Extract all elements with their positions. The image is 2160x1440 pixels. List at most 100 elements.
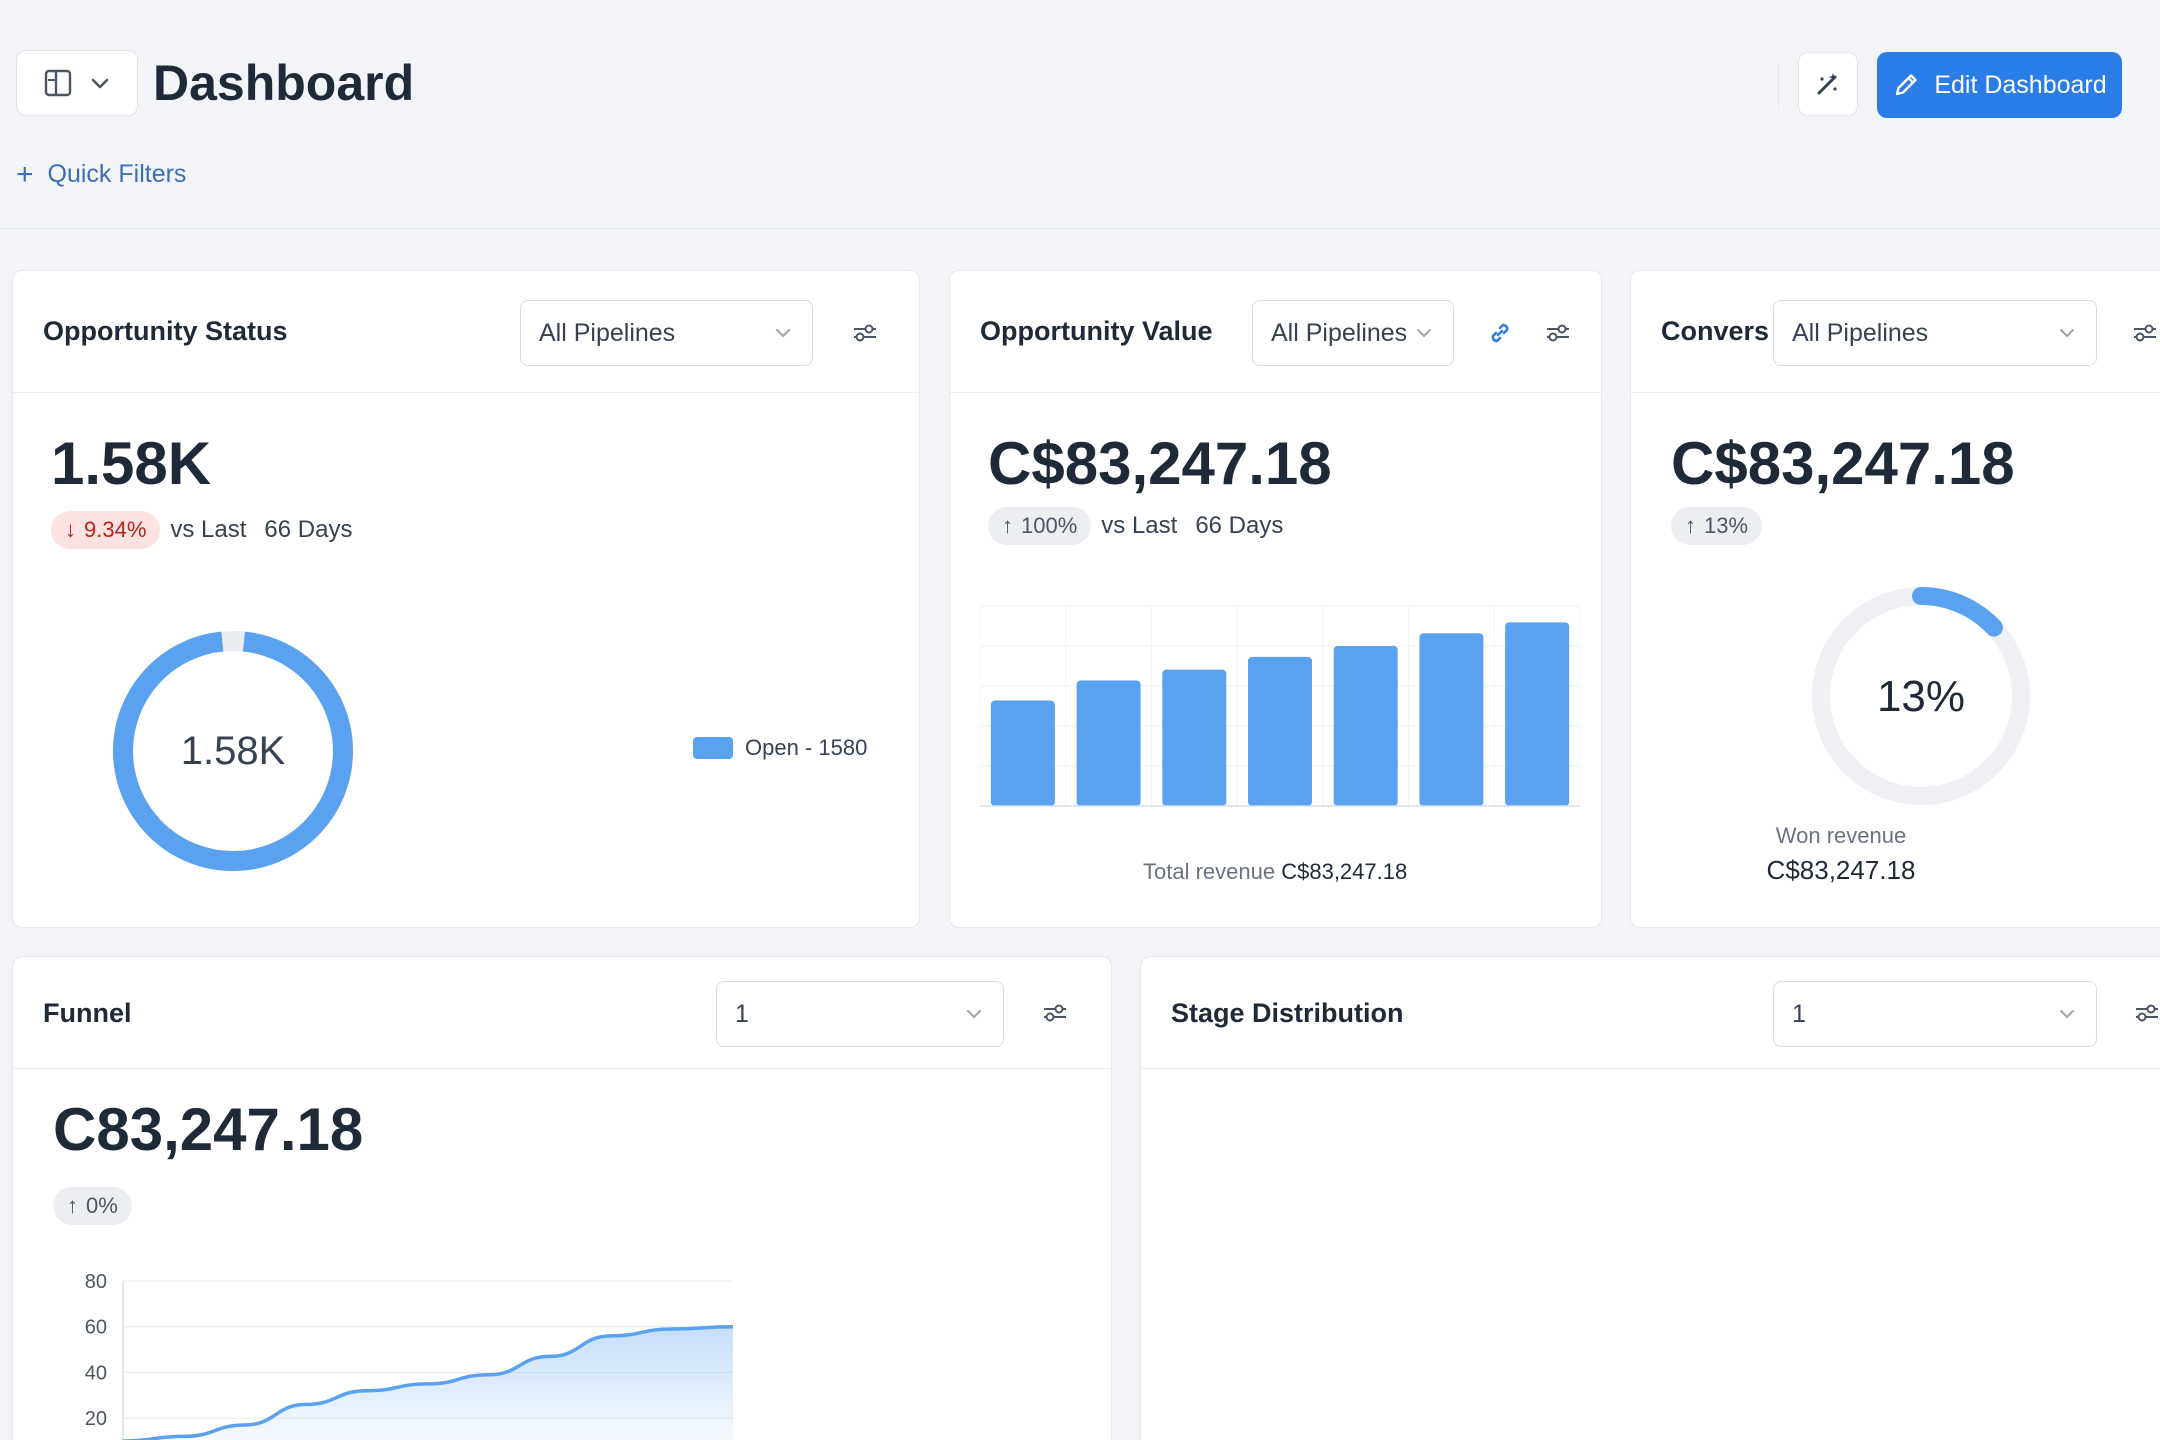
- donut-legend: Open - 1580: [693, 735, 867, 761]
- filter-settings-button[interactable]: [2127, 315, 2160, 351]
- trend-value: 0%: [86, 1193, 118, 1218]
- bar: [1162, 669, 1227, 806]
- trend-value: 13%: [1704, 513, 1749, 538]
- funnel-value-amount: C83,247.18: [53, 1096, 364, 1163]
- bar: [1333, 646, 1398, 806]
- pipeline-select-value: All Pipelines: [1792, 318, 1929, 347]
- header-divider: [1778, 64, 1779, 108]
- series-line: [122, 1324, 734, 1440]
- bar: [1419, 633, 1484, 806]
- conversion-gauge: 13%: [1812, 587, 2030, 805]
- opportunity-status-card: Opportunity Status All Pipelines 1.58K ↓…: [12, 270, 920, 928]
- trend-row: ↑ 13%: [1671, 507, 1763, 545]
- card-header: Opportunity Status All Pipelines: [13, 271, 919, 393]
- chevron-down-icon: [776, 329, 790, 338]
- filter-settings-button[interactable]: [847, 315, 883, 351]
- trend-row: ↑ 100% vs Last 66 Days: [988, 507, 1283, 545]
- card-title: Stage Distribution: [1171, 998, 1404, 1028]
- filter-settings-button[interactable]: [1540, 315, 1576, 351]
- vs-label: vs Last: [170, 516, 247, 543]
- quick-filters-label: Quick Filters: [47, 160, 187, 188]
- layout-toggle-button[interactable]: [16, 50, 138, 116]
- arrow-down-icon: ↓: [65, 517, 76, 542]
- magic-wand-button[interactable]: [1798, 52, 1858, 116]
- area-fill: [143, 1326, 733, 1440]
- opportunity-value-amount: C$83,247.18: [988, 430, 1332, 497]
- chevron-down-icon: [2060, 1010, 2074, 1019]
- funnel-area-chart: 80 60 40 20: [85, 1273, 734, 1440]
- trend-badge: ↑ 100%: [988, 507, 1092, 545]
- trend-value: 9.34%: [84, 517, 147, 542]
- sliders-icon: [1044, 1004, 1066, 1022]
- chevron-down-icon: [91, 78, 109, 89]
- stage-select[interactable]: 1: [1773, 981, 2097, 1047]
- card-header: Stage Distribution 1: [1141, 957, 2160, 1069]
- link-icon: [1491, 323, 1509, 343]
- card-header: Opportunity Value All Pipelines: [950, 271, 1601, 393]
- arrow-up-icon: ↑: [1685, 513, 1696, 538]
- trend-badge: ↓ 9.34%: [51, 511, 161, 549]
- chevron-down-icon: [967, 1010, 981, 1019]
- card-title: Funnel: [43, 998, 132, 1028]
- link-button[interactable]: [1482, 315, 1518, 351]
- gauge-center-label: 13%: [1877, 672, 1965, 721]
- funnel-card: Funnel 1 C83,247.18 ↑ 0% 80 60 40 20: [12, 956, 1112, 1440]
- filter-settings-button[interactable]: [1037, 995, 1073, 1031]
- dashboard-header: Dashboard Edit Dashboard + Quick Filters: [0, 0, 2160, 230]
- total-revenue-caption: Total revenue C$83,247.18: [1143, 859, 1407, 885]
- funnel-select[interactable]: 1: [716, 981, 1004, 1047]
- opportunity-count-value: 1.58K: [51, 430, 212, 497]
- pencil-icon: [1896, 74, 1918, 96]
- stage-distribution-card: Stage Distribution 1: [1140, 956, 2160, 1440]
- funnel-select-value: 1: [735, 999, 749, 1028]
- y-tick-label: 40: [85, 1362, 107, 1384]
- pipeline-select[interactable]: All Pipelines: [1773, 300, 2097, 366]
- chevron-down-icon: [2060, 329, 2074, 338]
- card-header: Funnel 1: [13, 957, 1111, 1069]
- donut-center-label: 1.58K: [181, 729, 286, 773]
- bar: [1248, 656, 1312, 806]
- quick-filters-link[interactable]: + Quick Filters: [16, 157, 187, 191]
- total-revenue-value: C$83,247.18: [1281, 859, 1408, 884]
- card-header: Convers All Pipelines: [1631, 271, 2160, 393]
- won-value-amount: C$83,247.18: [1671, 430, 2015, 497]
- pipeline-select-value: All Pipelines: [1271, 318, 1408, 347]
- edit-dashboard-button[interactable]: Edit Dashboard: [1877, 52, 2122, 118]
- opportunity-value-card: Opportunity Value All Pipelines C$83,247…: [949, 270, 1602, 928]
- won-revenue-value: C$83,247.18: [1766, 855, 1916, 885]
- page-title: Dashboard: [153, 55, 415, 111]
- vs-label: vs Last: [1101, 512, 1178, 539]
- sidebar-layout-icon: [44, 69, 72, 97]
- legend-label-open: Open - 1580: [745, 735, 868, 760]
- opportunity-status-donut: 1.58K: [113, 631, 353, 871]
- total-revenue-label: Total revenue: [1143, 859, 1276, 884]
- header-divider-line: [0, 228, 2160, 229]
- sliders-icon: [1547, 324, 1569, 342]
- stage-select-value: 1: [1792, 999, 1806, 1028]
- bar: [1076, 680, 1141, 806]
- trend-row: ↓ 9.34% vs Last 66 Days: [51, 511, 352, 549]
- card-title: Convers: [1661, 316, 1770, 346]
- trend-value: 100%: [1021, 513, 1078, 538]
- sliders-icon: [2134, 324, 2156, 342]
- card-title: Opportunity Value: [980, 316, 1213, 346]
- arrow-up-icon: ↑: [1002, 513, 1013, 538]
- card-title: Opportunity Status: [43, 316, 288, 346]
- chevron-down-icon: [1417, 329, 1431, 338]
- pipeline-select[interactable]: All Pipelines: [1252, 300, 1454, 366]
- sliders-icon: [854, 324, 876, 342]
- y-tick-label: 20: [85, 1408, 107, 1430]
- period-label: 66 Days: [1195, 512, 1284, 539]
- magic-wand-icon: [1817, 73, 1837, 95]
- won-revenue-label: Won revenue: [1775, 823, 1907, 848]
- y-tick-label: 60: [85, 1317, 107, 1339]
- pipeline-select[interactable]: All Pipelines: [520, 300, 813, 366]
- trend-badge: ↑ 0%: [53, 1187, 132, 1225]
- bar: [1505, 622, 1570, 806]
- edit-dashboard-label: Edit Dashboard: [1934, 70, 2107, 99]
- filter-settings-button[interactable]: [2129, 995, 2160, 1031]
- trend-badge: ↑ 13%: [1671, 507, 1763, 545]
- plus-icon: +: [16, 157, 34, 191]
- pipeline-select-value: All Pipelines: [539, 318, 676, 347]
- conversion-card: Convers All Pipelines C$83,247.18 ↑ 13% …: [1630, 270, 2160, 928]
